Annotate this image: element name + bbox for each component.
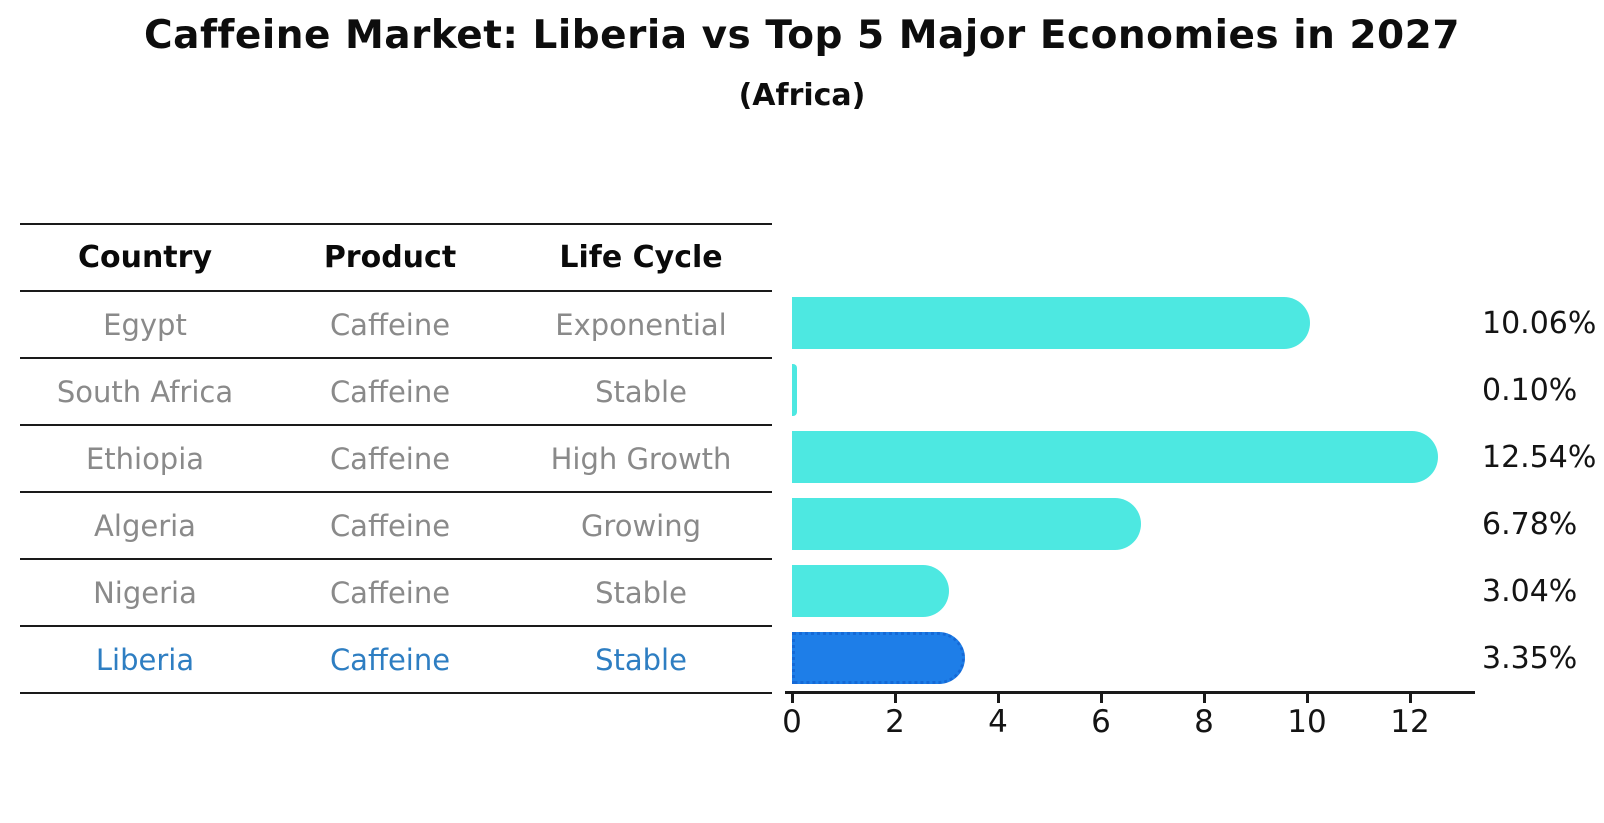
cell-product: Caffeine (329, 441, 451, 476)
cell-life-cycle: Exponential (555, 307, 727, 342)
table-row-ethiopia: Ethiopia Caffeine High Growth (20, 424, 772, 491)
x-tick-label: 8 (1194, 704, 1214, 740)
bar-row-nigeria (792, 558, 949, 625)
bar-south-africa (792, 364, 798, 416)
x-tick (1408, 693, 1412, 703)
table-row-egypt: Egypt Caffeine Exponential (20, 290, 772, 357)
x-tick-label: 12 (1390, 704, 1430, 740)
cell-life-cycle: Stable (595, 374, 687, 409)
cell-country: Algeria (94, 508, 196, 543)
x-tick-label: 2 (885, 704, 905, 740)
table-header-row: Country Product Life Cycle (20, 223, 772, 290)
table-row-nigeria: Nigeria Caffeine Stable (20, 558, 772, 625)
table-bottom-border (20, 692, 772, 694)
bar-row-liberia (792, 625, 965, 692)
cell-life-cycle: High Growth (550, 441, 732, 476)
x-tick (1202, 693, 1206, 703)
bar-egypt (792, 297, 1311, 349)
bar-algeria (792, 498, 1142, 550)
bar-ethiopia (792, 431, 1438, 483)
column-header-product: Product (323, 240, 457, 275)
bar-nigeria (792, 565, 949, 617)
bar-row-egypt (792, 290, 1311, 357)
x-axis-line (785, 691, 1475, 694)
x-tick (996, 693, 1000, 703)
cell-country: Liberia (95, 642, 195, 677)
x-tick (893, 693, 897, 703)
cell-life-cycle: Growing (580, 508, 702, 543)
bar-row-south-africa (792, 357, 798, 424)
bar-liberia (792, 632, 965, 684)
cell-country: Egypt (103, 307, 187, 342)
value-label-nigeria: 3.04% (1482, 574, 1578, 609)
x-tick (1305, 693, 1309, 703)
x-tick (1099, 693, 1103, 703)
value-label-egypt: 10.06% (1482, 306, 1597, 341)
x-tick-label: 4 (988, 704, 1008, 740)
column-header-country: Country (77, 240, 213, 275)
chart-subtitle: (Africa) (738, 78, 866, 113)
country-table: Country Product Life Cycle Egypt Caffeine… (20, 223, 772, 694)
value-label-algeria: 6.78% (1482, 507, 1578, 542)
bar-row-algeria (792, 491, 1142, 558)
cell-product: Caffeine (329, 575, 451, 610)
table-body: Egypt Caffeine Exponential South Africa Caff… (20, 290, 772, 692)
x-tick-label: 6 (1091, 704, 1111, 740)
cell-country: South Africa (56, 374, 234, 409)
column-header-life-cycle: Life Cycle (559, 240, 723, 275)
value-label-ethiopia: 12.54% (1482, 440, 1597, 475)
value-label-liberia: 3.35% (1482, 641, 1578, 676)
x-tick-label: 10 (1287, 704, 1327, 740)
cell-product: Caffeine (329, 374, 451, 409)
cell-life-cycle: Stable (595, 575, 687, 610)
value-label-south-africa: 0.10% (1482, 373, 1578, 408)
table-row-south-africa: South Africa Caffeine Stable (20, 357, 772, 424)
table-row-algeria: Algeria Caffeine Growing (20, 491, 772, 558)
cell-product: Caffeine (329, 508, 451, 543)
cell-country: Ethiopia (85, 441, 205, 476)
cell-product: Caffeine (329, 642, 451, 677)
x-tick (790, 693, 794, 703)
cell-life-cycle: Stable (595, 642, 687, 677)
bar-row-ethiopia (792, 424, 1438, 491)
chart-title: Caffeine Market: Liberia vs Top 5 Major … (144, 13, 1460, 58)
table-row-liberia: Liberia Caffeine Stable (20, 625, 772, 692)
cell-country: Nigeria (93, 575, 197, 610)
cell-product: Caffeine (329, 307, 451, 342)
x-tick-label: 0 (782, 704, 802, 740)
